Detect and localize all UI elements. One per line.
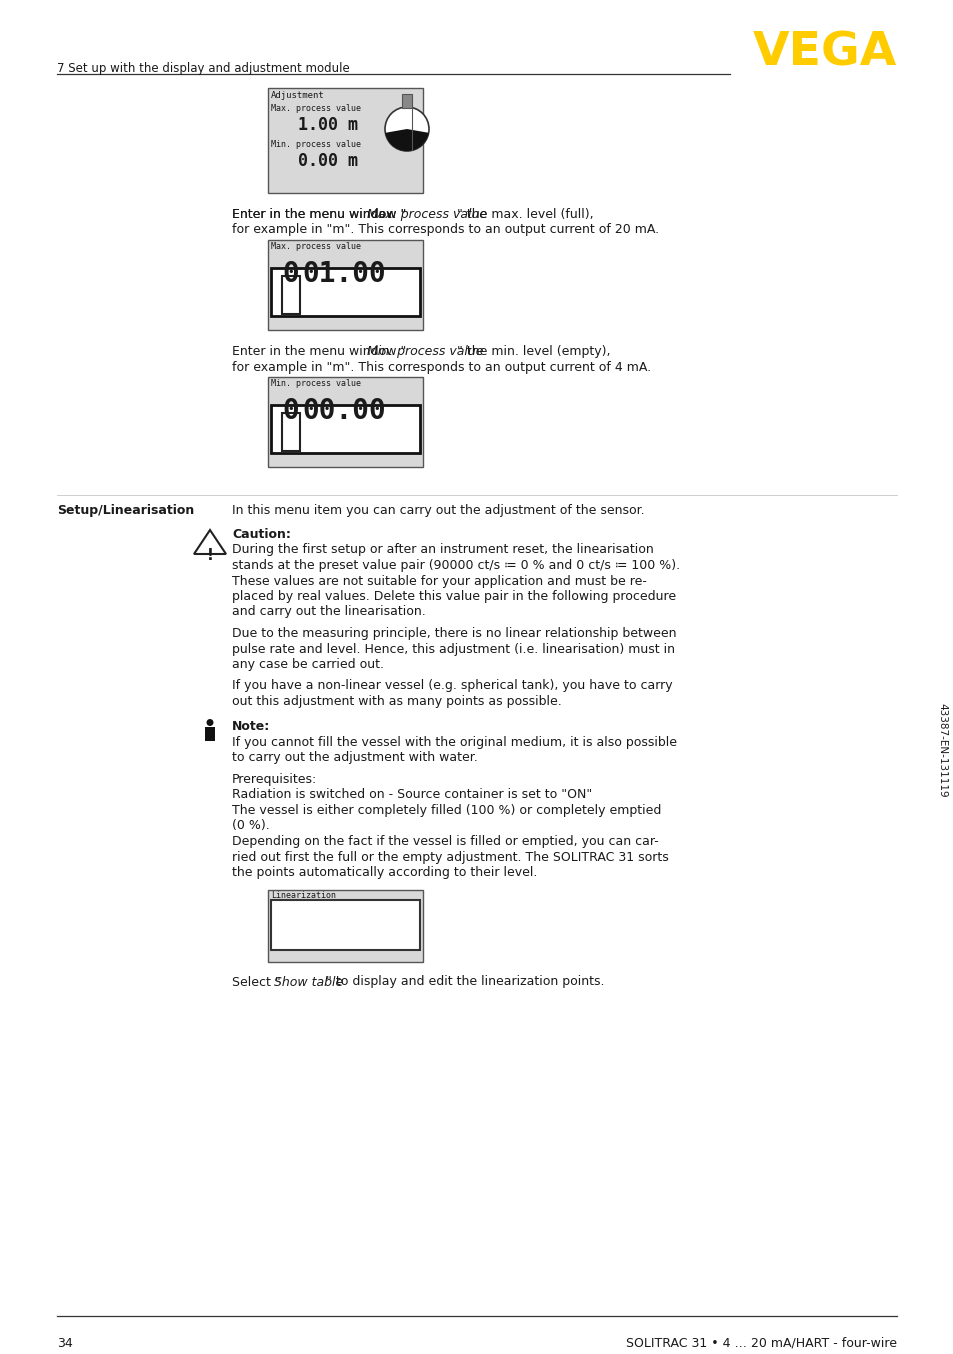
Bar xyxy=(271,899,419,949)
Text: the points automatically according to their level.: the points automatically according to th… xyxy=(232,867,537,879)
Text: n: n xyxy=(342,288,348,298)
Text: 7 Set up with the display and adjustment module: 7 Set up with the display and adjustment… xyxy=(57,62,350,74)
Text: During the first setup or after an instrument reset, the linearisation: During the first setup or after an instr… xyxy=(232,543,653,556)
Text: Due to the measuring principle, there is no linear relationship between: Due to the measuring principle, there is… xyxy=(232,627,676,640)
Text: 43387-EN-131119: 43387-EN-131119 xyxy=(936,703,946,798)
Text: Enter in the menu window ": Enter in the menu window " xyxy=(232,209,406,221)
Text: for example in "m". This corresponds to an output current of 20 mA.: for example in "m". This corresponds to … xyxy=(232,223,659,237)
Text: ried out first the full or the empty adjustment. The SOLITRAC 31 sorts: ried out first the full or the empty adj… xyxy=(232,850,668,864)
Text: These values are not suitable for your application and must be re-: These values are not suitable for your a… xyxy=(232,574,646,588)
Text: Enter in the menu window ": Enter in the menu window " xyxy=(232,345,406,357)
Text: Prerequisites:: Prerequisites: xyxy=(232,773,317,787)
Text: 01.00: 01.00 xyxy=(302,260,385,288)
Text: Select ": Select " xyxy=(232,975,280,988)
Bar xyxy=(268,376,422,467)
Text: Show table: Show table xyxy=(274,975,342,988)
Text: pulse rate and level. Hence, this adjustment (i.e. linearisation) must in: pulse rate and level. Hence, this adjust… xyxy=(232,643,675,655)
Bar xyxy=(205,727,214,741)
Text: stands at the preset value pair (90000 ct/s ≔ 0 % and 0 ct/s ≔ 100 %).: stands at the preset value pair (90000 c… xyxy=(232,559,679,571)
Text: Setup/Linearisation: Setup/Linearisation xyxy=(57,504,194,517)
Text: 999.99: 999.99 xyxy=(381,437,416,447)
Text: 34: 34 xyxy=(57,1336,72,1350)
Text: " the min. level (empty),: " the min. level (empty), xyxy=(456,345,610,357)
Bar xyxy=(282,276,299,314)
Text: Radiation is switched on - Source container is set to "ON": Radiation is switched on - Source contai… xyxy=(232,788,592,802)
Text: Change/Show: Change/Show xyxy=(287,915,403,930)
Text: any case be carried out.: any case be carried out. xyxy=(232,658,384,672)
Text: Min. process value: Min. process value xyxy=(367,345,483,357)
Text: Linearization: Linearization xyxy=(271,891,335,900)
Wedge shape xyxy=(385,129,428,152)
Text: 0.00: 0.00 xyxy=(274,437,297,447)
Text: Adjustment: Adjustment xyxy=(271,91,324,100)
Text: n: n xyxy=(342,425,348,435)
Text: If you have a non-linear vessel (e.g. spherical tank), you have to carry: If you have a non-linear vessel (e.g. sp… xyxy=(232,680,672,692)
Text: to carry out the adjustment with water.: to carry out the adjustment with water. xyxy=(232,751,477,765)
Bar xyxy=(271,268,419,315)
Text: SOLITRAC 31 • 4 … 20 mA/HART - four-wire: SOLITRAC 31 • 4 … 20 mA/HART - four-wire xyxy=(625,1336,896,1350)
Bar xyxy=(268,240,422,330)
Bar xyxy=(271,405,419,454)
Text: " to display and edit the linearization points.: " to display and edit the linearization … xyxy=(325,975,603,988)
Text: Enter in the menu window ": Enter in the menu window " xyxy=(232,209,406,221)
Text: Min. process value: Min. process value xyxy=(271,139,360,149)
Text: 00.00: 00.00 xyxy=(302,397,385,425)
Text: 0.00: 0.00 xyxy=(274,301,297,310)
Text: Depending on the fact if the vessel is filled or emptied, you can car-: Depending on the fact if the vessel is f… xyxy=(232,835,659,848)
Text: The vessel is either completely filled (100 %) or completely emptied: The vessel is either completely filled (… xyxy=(232,804,660,816)
Text: Max. process value: Max. process value xyxy=(271,242,360,250)
Text: and carry out the linearisation.: and carry out the linearisation. xyxy=(232,605,425,619)
Text: out this adjustment with as many points as possible.: out this adjustment with as many points … xyxy=(232,695,561,708)
Circle shape xyxy=(206,719,213,726)
Text: 0: 0 xyxy=(282,260,299,288)
Text: 0.00 m: 0.00 m xyxy=(297,152,357,171)
Text: placed by real values. Delete this value pair in the following procedure: placed by real values. Delete this value… xyxy=(232,590,676,603)
Text: Caution:: Caution: xyxy=(232,528,291,542)
Text: Max. process value: Max. process value xyxy=(367,209,487,221)
Text: Min. process value: Min. process value xyxy=(271,379,360,389)
Text: for example in "m". This corresponds to an output current of 4 mA.: for example in "m". This corresponds to … xyxy=(232,360,651,374)
Text: Note:: Note: xyxy=(232,720,270,734)
Text: In this menu item you can carry out the adjustment of the sensor.: In this menu item you can carry out the … xyxy=(232,504,644,517)
Text: VEGA: VEGA xyxy=(752,30,896,74)
Bar xyxy=(268,890,422,961)
Circle shape xyxy=(385,107,429,152)
Bar xyxy=(268,88,422,194)
Text: now?: now? xyxy=(322,933,367,949)
Bar xyxy=(282,413,299,451)
Bar xyxy=(401,93,412,108)
Text: 999.99: 999.99 xyxy=(381,301,416,310)
Text: !: ! xyxy=(207,548,213,563)
Text: " the max. level (full),: " the max. level (full), xyxy=(456,209,593,221)
Text: (0 %).: (0 %). xyxy=(232,819,270,833)
Text: 0: 0 xyxy=(282,397,299,425)
Text: If you cannot fill the vessel with the original medium, it is also possible: If you cannot fill the vessel with the o… xyxy=(232,737,677,749)
Text: 1.00 m: 1.00 m xyxy=(297,116,357,134)
Text: Max. process value: Max. process value xyxy=(271,104,360,112)
